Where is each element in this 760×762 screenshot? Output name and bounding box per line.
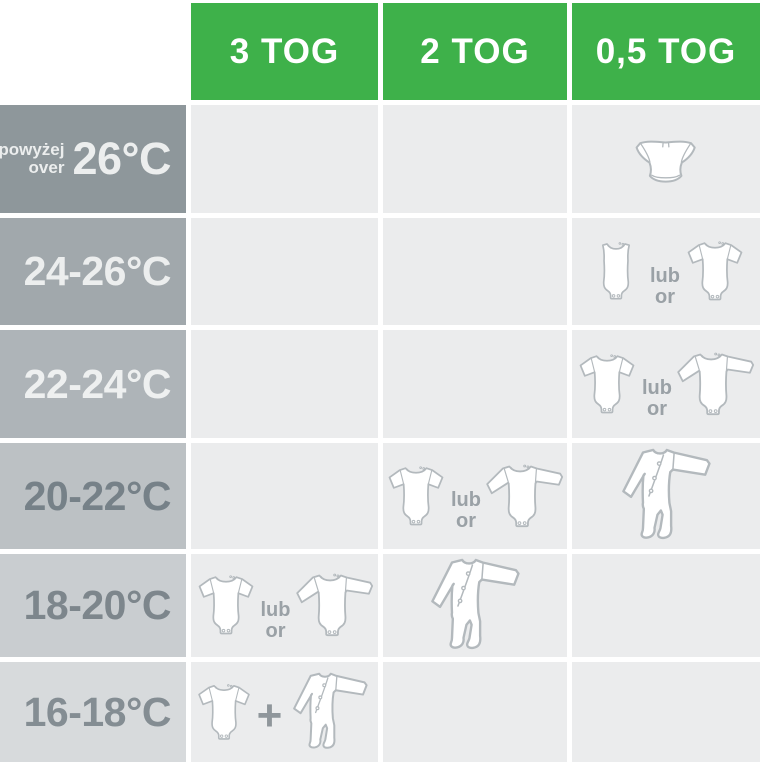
- lub-label: lub: [642, 377, 672, 399]
- cell-3tog-16-18: +: [191, 662, 378, 762]
- row-label-over: over: [28, 158, 65, 177]
- long-sleeve-bodysuit-icon: [485, 460, 565, 533]
- short-sleeve-bodysuit-icon: [195, 680, 253, 745]
- cell-2tog-24-26: [383, 218, 567, 325]
- lub-label: lub: [650, 264, 680, 287]
- or-label: or: [647, 398, 667, 420]
- sleepsuit-icon: [423, 553, 527, 659]
- or-connector: lub or: [642, 378, 672, 420]
- diaper-icon: [633, 133, 699, 185]
- row-label-powyzej: powyżej: [0, 140, 65, 159]
- cell-3tog-over-26: [191, 105, 378, 213]
- row-label-22-24: 22-24°C: [0, 330, 186, 438]
- cell-05tog-over-26: [572, 105, 760, 213]
- or-connector: lub or: [650, 264, 680, 308]
- cell-2tog-16-18: [383, 662, 567, 762]
- cell-05tog-22-24: lub or: [572, 330, 760, 438]
- cell-05tog-20-22: [572, 443, 760, 549]
- sleepsuit-icon: [286, 668, 374, 757]
- row-label-24-26: 24-26°C: [0, 218, 186, 325]
- lub-label: lub: [451, 489, 481, 511]
- row-label-16-18: 16-18°C: [0, 662, 186, 762]
- cell-2tog-18-20: [383, 554, 567, 657]
- corner-blank: [0, 3, 186, 100]
- plus-connector: +: [256, 691, 283, 740]
- lub-label: lub: [260, 598, 291, 621]
- or-label: or: [265, 619, 286, 642]
- long-sleeve-bodysuit-icon: [676, 348, 756, 421]
- or-label: or: [655, 285, 675, 308]
- or-connector: lub or: [451, 490, 481, 532]
- row-label-20-22: 20-22°C: [0, 443, 186, 549]
- row-label-over-26-small-text: powyżej over: [0, 141, 64, 177]
- short-sleeve-bodysuit-icon: [576, 350, 638, 419]
- short-sleeve-bodysuit-icon: [195, 571, 257, 640]
- cell-2tog-over-26: [383, 105, 567, 213]
- column-header-05tog: 0,5 TOG: [572, 3, 760, 100]
- cell-3tog-24-26: [191, 218, 378, 325]
- cell-3tog-20-22: [191, 443, 378, 549]
- cell-05tog-16-18: [572, 662, 760, 762]
- sleepsuit-icon: [614, 443, 718, 549]
- row-label-over-26-temp: 26°C: [72, 133, 171, 184]
- long-sleeve-bodysuit-icon: [295, 569, 375, 642]
- or-connector: lub or: [260, 598, 291, 642]
- row-label-18-20: 18-20°C: [0, 554, 186, 657]
- row-label-over-26: powyżej over 26°C: [0, 105, 186, 213]
- column-header-2tog: 2 TOG: [383, 3, 567, 100]
- short-sleeve-bodysuit-icon: [385, 462, 447, 531]
- cell-3tog-18-20: lub or: [191, 554, 378, 657]
- or-label: or: [456, 510, 476, 532]
- cell-2tog-22-24: [383, 330, 567, 438]
- cell-05tog-24-26: lub or: [572, 218, 760, 325]
- column-header-3tog: 3 TOG: [191, 3, 378, 100]
- cell-3tog-22-24: [191, 330, 378, 438]
- sleeveless-bodysuit-icon: [586, 238, 646, 305]
- short-sleeve-bodysuit-icon: [684, 237, 746, 306]
- cell-2tog-20-22: lub or: [383, 443, 567, 549]
- cell-05tog-18-20: [572, 554, 760, 657]
